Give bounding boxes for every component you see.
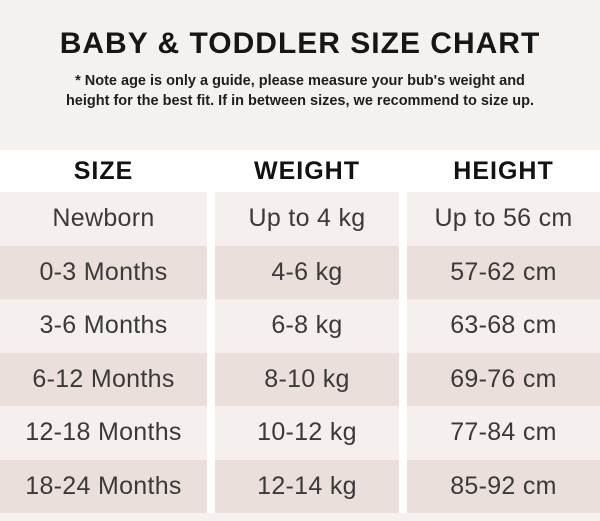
- table-cell: 12-18 Months: [0, 406, 207, 460]
- table-cell: 69-76 cm: [407, 352, 600, 406]
- table-cell: 63-68 cm: [407, 299, 600, 353]
- table-cell: 0-3 Months: [0, 245, 207, 299]
- table-cell: 8-10 kg: [215, 352, 399, 406]
- header-cell-height: HEIGHT: [407, 150, 600, 192]
- table-cell: 18-24 Months: [0, 459, 207, 513]
- note-line: * Note age is only a guide, please measu…: [75, 73, 525, 89]
- table-cell: 3-6 Months: [0, 299, 207, 353]
- table-cell: 85-92 cm: [407, 459, 600, 513]
- table-cell: 77-84 cm: [407, 406, 600, 460]
- table-row: 0-3 Months 4-6 kg 57-62 cm: [0, 245, 600, 299]
- table-cell: Up to 4 kg: [215, 192, 399, 246]
- size-table: SIZE WEIGHT HEIGHT Newborn Up to 4 kg Up t…: [0, 150, 600, 513]
- note-text: * Note age is only a guide, please measu…: [0, 72, 600, 111]
- table-cell: 4-6 kg: [215, 245, 399, 299]
- note-line: height for the best fit. If in between s…: [65, 92, 535, 109]
- table-body: Newborn Up to 4 kg Up to 56 cm 0-3 Months 4-…: [0, 192, 600, 513]
- table-cell: 6-8 kg: [215, 299, 399, 353]
- table-row: 6-12 Months 8-10 kg 69-76 cm: [0, 352, 600, 406]
- table-row: 12-18 Months 10-12 kg 77-84 cm: [0, 406, 600, 460]
- table-header-row: SIZE WEIGHT HEIGHT: [0, 150, 600, 192]
- table-cell: 12-14 kg: [215, 459, 399, 513]
- table-cell: Up to 56 cm: [407, 192, 600, 246]
- header-cell-weight: WEIGHT: [215, 150, 399, 192]
- table-cell: 10-12 kg: [215, 406, 399, 460]
- table-row: Newborn Up to 4 kg Up to 56 cm: [0, 192, 600, 246]
- table-row: 3-6 Months 6-8 kg 63-68 cm: [0, 299, 600, 353]
- page-title: BABY & TODDLER SIZE CHART: [59, 27, 541, 60]
- table-cell: 57-62 cm: [407, 245, 600, 299]
- table-cell: Newborn: [0, 192, 207, 246]
- table-cell: 6-12 Months: [0, 352, 207, 406]
- header-cell-size: SIZE: [0, 150, 207, 192]
- table-row: 18-24 Months 12-14 kg 85-92 cm: [0, 459, 600, 513]
